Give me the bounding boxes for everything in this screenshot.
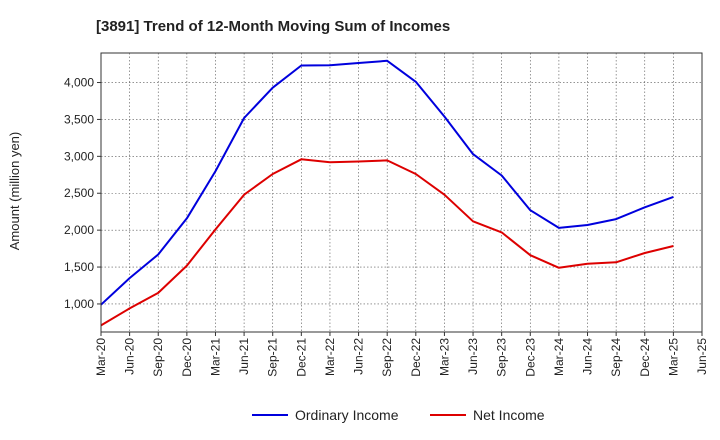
grid (100, 53, 703, 332)
x-tick-label: Sep-24 (609, 338, 623, 377)
y-tick-label: 3,000 (64, 149, 94, 163)
x-tick-label: Dec-22 (409, 338, 423, 377)
plot-area (101, 53, 702, 332)
x-axis-ticks: Mar-20 Jun-20 Sep-20 Dec-20 Mar-21 Jun-21 Sep-… (94, 332, 709, 377)
plot-border (100, 52, 703, 333)
series-lines (100, 59, 674, 327)
x-tick-label: Jun-20 (123, 338, 137, 375)
x-tick-label: Mar-21 (208, 338, 222, 376)
x-tick-label: Mar-22 (323, 338, 337, 376)
chart-title: [3891] Trend of 12-Month Moving Sum of I… (96, 18, 450, 35)
x-tick-label: Mar-25 (666, 338, 680, 376)
series-line-ordinary-income (100, 59, 674, 306)
x-tick-label: Jun-22 (352, 338, 366, 375)
legend: Ordinary Income Net Income (252, 407, 545, 423)
legend-label-net-income: Net Income (473, 407, 545, 423)
x-tick-label: Mar-20 (94, 338, 108, 376)
y-tick-label: 2,500 (64, 186, 94, 200)
x-tick-label: Sep-21 (266, 338, 280, 377)
series-line-net-income (100, 158, 674, 327)
x-tick-label: Sep-22 (380, 338, 394, 377)
x-tick-label: Dec-24 (638, 338, 652, 377)
x-tick-label: Dec-20 (180, 338, 194, 377)
y-tick-label: 1,000 (64, 297, 94, 311)
y-axis-label: Amount (million yen) (7, 132, 22, 251)
y-tick-label: 1,500 (64, 260, 94, 274)
legend-label-ordinary-income: Ordinary Income (295, 407, 399, 423)
x-tick-label: Jun-25 (695, 338, 709, 375)
x-tick-label: Mar-23 (437, 338, 451, 376)
y-tick-label: 4,000 (64, 76, 94, 90)
x-tick-label: Jun-23 (466, 338, 480, 375)
y-tick-label: 3,500 (64, 112, 94, 126)
x-tick-label: Sep-20 (151, 338, 165, 377)
x-tick-label: Jun-24 (581, 338, 595, 375)
x-tick-label: Dec-21 (294, 338, 308, 377)
x-tick-label: Dec-23 (523, 338, 537, 377)
x-tick-label: Jun-21 (237, 338, 251, 375)
y-tick-label: 2,000 (64, 223, 94, 237)
y-axis-ticks: 1,000 1,500 2,000 2,500 3,000 3,500 4,000 (64, 76, 101, 311)
x-tick-label: Mar-24 (552, 338, 566, 376)
x-tick-label: Sep-23 (495, 338, 509, 377)
